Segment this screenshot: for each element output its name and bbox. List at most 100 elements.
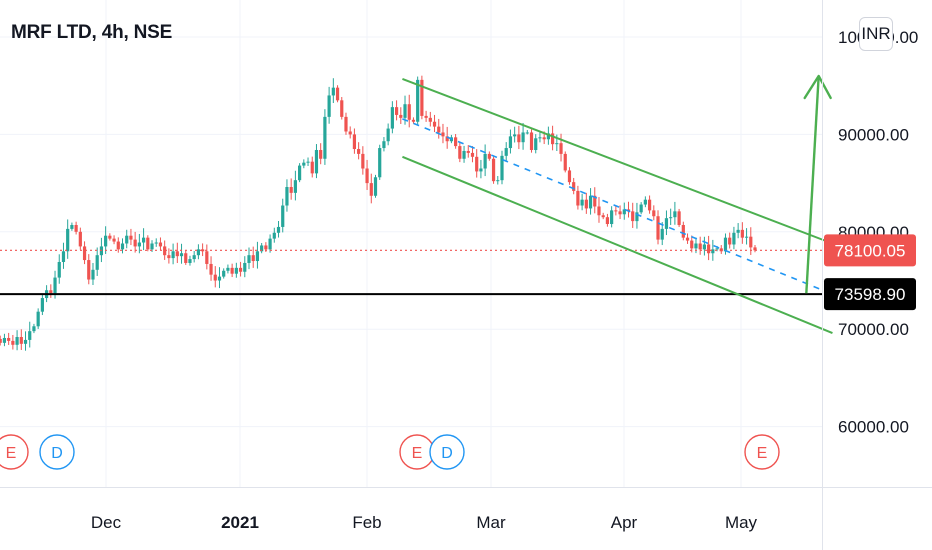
candle bbox=[78, 227, 82, 250]
x-tick-label: Mar bbox=[476, 513, 506, 532]
candle bbox=[411, 117, 416, 124]
candle-body bbox=[0, 338, 2, 343]
candle-body bbox=[234, 267, 238, 274]
candle-body bbox=[112, 238, 116, 242]
candle-body bbox=[272, 232, 276, 239]
candle-body bbox=[386, 128, 390, 142]
x-tick-label: Feb bbox=[352, 513, 381, 532]
candle bbox=[736, 223, 740, 239]
candle bbox=[213, 266, 217, 288]
x-tick-label: May bbox=[725, 513, 758, 532]
candle bbox=[626, 201, 631, 218]
candle-body bbox=[167, 255, 171, 259]
candle bbox=[116, 237, 120, 253]
candle-body bbox=[622, 209, 626, 215]
candle bbox=[36, 308, 40, 329]
candle bbox=[631, 202, 635, 228]
candle-body bbox=[129, 235, 133, 240]
candle bbox=[340, 97, 344, 120]
candle bbox=[70, 222, 74, 231]
candle-body bbox=[327, 95, 331, 117]
candle bbox=[559, 133, 563, 162]
candle bbox=[572, 177, 576, 195]
x-tick-label: Dec bbox=[91, 513, 122, 532]
candle-body bbox=[685, 237, 690, 241]
candle bbox=[302, 159, 306, 169]
candle bbox=[276, 221, 281, 238]
candle-body bbox=[268, 238, 272, 250]
candle-body bbox=[753, 247, 757, 251]
candle-body bbox=[7, 337, 11, 341]
candle-body bbox=[179, 253, 184, 257]
candle bbox=[635, 202, 639, 229]
candle-body bbox=[454, 137, 458, 147]
candle-body bbox=[378, 148, 382, 178]
candle bbox=[255, 241, 260, 269]
earnings-event-icon[interactable]: E bbox=[399, 434, 435, 470]
candle-body bbox=[681, 224, 685, 238]
candle-body bbox=[529, 132, 534, 150]
candle-body bbox=[441, 132, 445, 137]
candle-body bbox=[49, 290, 53, 294]
candle bbox=[108, 233, 112, 241]
candle bbox=[205, 244, 209, 270]
candle-body bbox=[281, 205, 285, 227]
candle bbox=[690, 235, 694, 253]
candle-body bbox=[298, 165, 302, 181]
candle-body bbox=[584, 199, 588, 209]
candle bbox=[7, 332, 11, 345]
earnings-event-icon[interactable]: E bbox=[744, 434, 780, 470]
candle bbox=[673, 201, 677, 225]
candle-body bbox=[192, 255, 196, 260]
candle bbox=[753, 244, 757, 253]
candle-body bbox=[521, 132, 525, 143]
candle bbox=[487, 151, 491, 161]
candle bbox=[504, 142, 508, 161]
candle bbox=[310, 156, 314, 178]
candle bbox=[454, 134, 458, 149]
candle-body bbox=[260, 245, 264, 252]
candle-body bbox=[424, 115, 428, 118]
dividend-event-icon[interactable]: D bbox=[429, 434, 465, 470]
current-price-label-text: 78100.05 bbox=[835, 241, 906, 260]
candle bbox=[141, 228, 146, 251]
candle-body bbox=[732, 232, 736, 245]
candle-body bbox=[669, 217, 673, 219]
projection-arrow-head bbox=[803, 74, 832, 100]
y-tick-label: 90000.00 bbox=[838, 125, 909, 144]
candle-body bbox=[348, 131, 352, 135]
chart-title: MRF LTD, 4h, NSE bbox=[11, 22, 173, 43]
candle bbox=[335, 85, 340, 103]
candle-body bbox=[116, 241, 120, 250]
candle-body bbox=[133, 239, 137, 247]
candle-body bbox=[251, 255, 255, 262]
candle bbox=[314, 144, 319, 179]
candle bbox=[698, 236, 702, 255]
candle bbox=[647, 195, 652, 214]
candle-body bbox=[306, 161, 310, 163]
candle-body bbox=[736, 229, 740, 233]
candle-body bbox=[150, 243, 154, 250]
candle-body bbox=[647, 199, 652, 211]
candle-body bbox=[137, 242, 141, 247]
candle bbox=[551, 125, 555, 151]
candle-body bbox=[437, 126, 441, 133]
candle bbox=[470, 146, 475, 163]
candle bbox=[49, 284, 53, 298]
event-circle bbox=[0, 434, 29, 470]
currency-button[interactable]: INR bbox=[859, 17, 893, 51]
candle bbox=[285, 179, 289, 212]
earnings-event-icon[interactable]: E bbox=[0, 434, 29, 470]
candle-body bbox=[466, 150, 470, 153]
candle-body bbox=[175, 251, 179, 257]
candle bbox=[597, 197, 601, 223]
candle-body bbox=[289, 187, 293, 193]
candle bbox=[66, 219, 70, 259]
candle bbox=[61, 242, 66, 269]
candle bbox=[196, 244, 200, 260]
dividend-event-icon[interactable]: D bbox=[39, 434, 75, 470]
candle bbox=[508, 129, 513, 154]
candle bbox=[407, 94, 411, 128]
candle bbox=[95, 247, 99, 276]
